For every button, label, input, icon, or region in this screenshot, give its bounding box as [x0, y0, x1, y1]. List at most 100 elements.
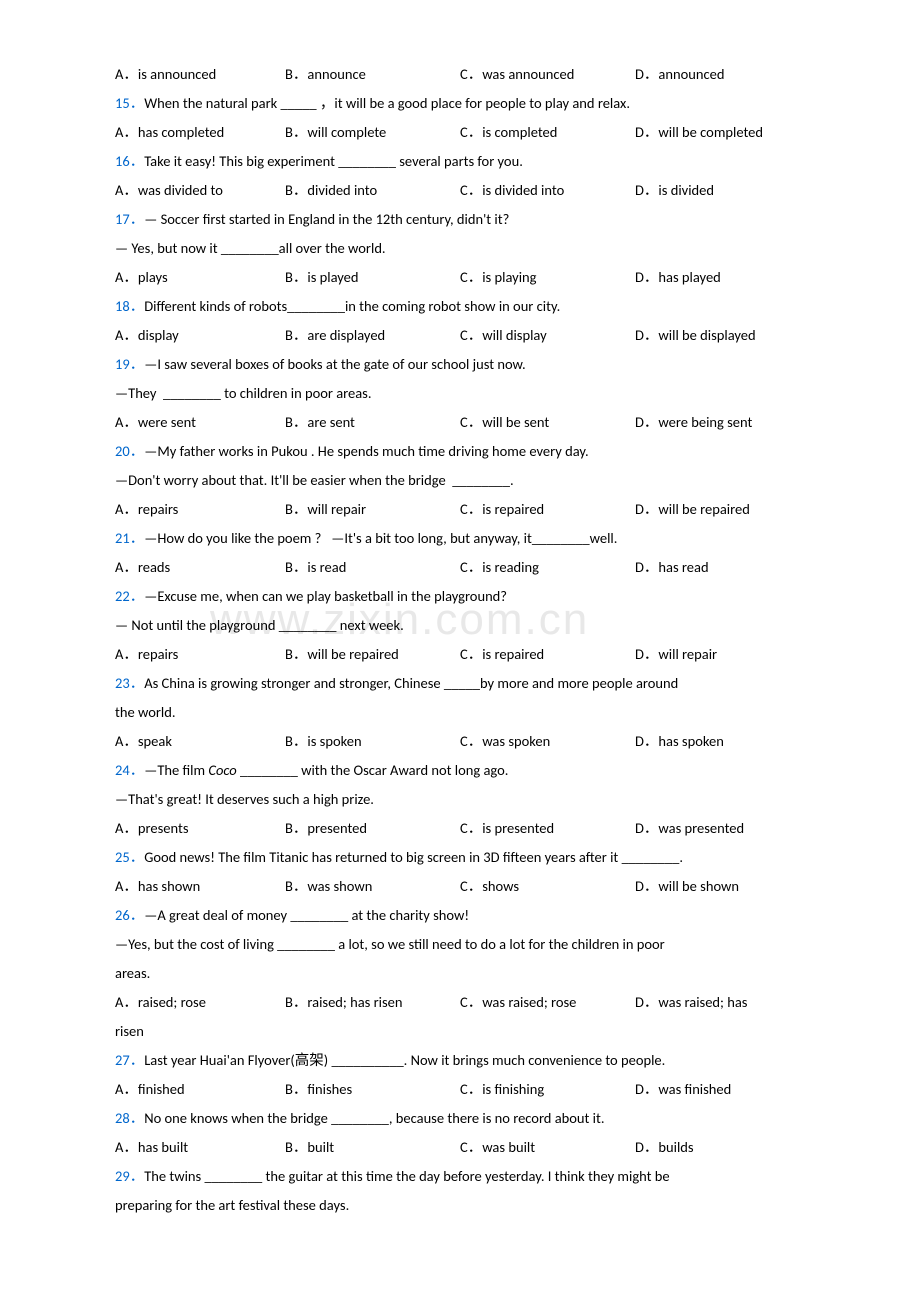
option-d: D．has spoken [635, 727, 724, 756]
options-row: A．finishedB．finishesC．is finishingD．was … [115, 1075, 820, 1104]
options-row: A．raised; roseB．raised; has risenC．was r… [115, 988, 820, 1017]
option-b: B．built [285, 1133, 460, 1162]
option-d: D．will be shown [635, 872, 739, 901]
option-b: B．will repair [285, 495, 460, 524]
option-a: A．presents [115, 814, 285, 843]
option-b: B．presented [285, 814, 460, 843]
option-a: A．repairs [115, 495, 285, 524]
text-line: 17．— Soccer first started in England in … [115, 205, 820, 234]
option-b: B．is spoken [285, 727, 460, 756]
option-a: A．was divided to [115, 176, 285, 205]
text-line: —Don't worry about that. It'll be easier… [115, 466, 820, 495]
text-line: —Yes, but the cost of living ________ a … [115, 930, 820, 959]
option-d: D．were being sent [635, 408, 752, 437]
option-c: C．is reading [460, 553, 635, 582]
text-line: 15．When the natural park _____ ，it will … [115, 89, 820, 118]
text-line: 16．Take it easy! This big experiment ___… [115, 147, 820, 176]
option-a: A．finished [115, 1075, 285, 1104]
option-c: C．is presented [460, 814, 635, 843]
text-line: 18．Different kinds of robots________in t… [115, 292, 820, 321]
option-a: A．has completed [115, 118, 285, 147]
options-row: A．playsB．is playedC．is playingD．has play… [115, 263, 820, 292]
option-d: D．was presented [635, 814, 744, 843]
option-c: C．will be sent [460, 408, 635, 437]
options-row: A．was divided toB．divided intoC．is divid… [115, 176, 820, 205]
text-line: 19．—I saw several boxes of books at the … [115, 350, 820, 379]
option-b: B．will be repaired [285, 640, 460, 669]
text-line: —That's great! It deserves such a high p… [115, 785, 820, 814]
text-line: areas. [115, 959, 820, 988]
option-c: C．is repaired [460, 640, 635, 669]
option-d: D．was finished [635, 1075, 731, 1104]
options-row: A．repairsB．will be repairedC．is repaired… [115, 640, 820, 669]
text-line: 20．—My father works in Pukou . He spends… [115, 437, 820, 466]
text-line: 25．Good news! The film Titanic has retur… [115, 843, 820, 872]
option-a: A．speak [115, 727, 285, 756]
text-line: 29．The twins ________ the guitar at this… [115, 1162, 820, 1191]
option-b: B．is read [285, 553, 460, 582]
option-a: A．has built [115, 1133, 285, 1162]
text-line: 21．—How do you like the poem ? —It's a b… [115, 524, 820, 553]
option-b: B．will complete [285, 118, 460, 147]
option-c: C．was built [460, 1133, 635, 1162]
option-a: A．raised; rose [115, 988, 285, 1017]
option-c: C．is finishing [460, 1075, 635, 1104]
options-row: A．has completedB．will completeC．is compl… [115, 118, 820, 147]
option-c: C．was spoken [460, 727, 635, 756]
option-c: C．shows [460, 872, 635, 901]
option-d: D．was raised; has [635, 988, 747, 1017]
options-row: A．were sentB．are sentC．will be sentD．wer… [115, 408, 820, 437]
document-page: www.zixin.com.cn A．is announcedB．announc… [0, 0, 920, 1280]
option-c: C．is repaired [460, 495, 635, 524]
option-d: D．has read [635, 553, 709, 582]
option-a: A．reads [115, 553, 285, 582]
option-d: D．will repair [635, 640, 717, 669]
option-d: D．will be displayed [635, 321, 756, 350]
option-a: A．were sent [115, 408, 285, 437]
options-row: A．presentsB．presentedC．is presentedD．was… [115, 814, 820, 843]
text-line: —They ________ to children in poor areas… [115, 379, 820, 408]
option-c: C．is divided into [460, 176, 635, 205]
text-line: 23．As China is growing stronger and stro… [115, 669, 820, 698]
option-b: B．divided into [285, 176, 460, 205]
option-a: A．repairs [115, 640, 285, 669]
text-line: preparing for the art festival these day… [115, 1191, 820, 1220]
text-line: risen [115, 1017, 820, 1046]
text-line: 27．Last year Huai'an Flyover(高架) _______… [115, 1046, 820, 1075]
option-d: D．has played [635, 263, 721, 292]
options-row: A．speakB．is spokenC．was spokenD．has spok… [115, 727, 820, 756]
text-line: 24．—The film Coco ________ with the Osca… [115, 756, 820, 785]
text-line: 26．—A great deal of money ________ at th… [115, 901, 820, 930]
content-area: A．is announcedB．announceC．was announcedD… [115, 60, 820, 1220]
options-row: A．readsB．is readC．is readingD．has read [115, 553, 820, 582]
option-c: C．was raised; rose [460, 988, 635, 1017]
text-line: the world. [115, 698, 820, 727]
options-row: A．is announcedB．announceC．was announcedD… [115, 60, 820, 89]
options-row: A．repairsB．will repairC．is repairedD．wil… [115, 495, 820, 524]
option-b: B．are displayed [285, 321, 460, 350]
option-d: D．is divided [635, 176, 714, 205]
option-b: B．was shown [285, 872, 460, 901]
option-a: A．display [115, 321, 285, 350]
option-a: A．has shown [115, 872, 285, 901]
option-b: B．finishes [285, 1075, 460, 1104]
options-row: A．has builtB．builtC．was builtD．builds [115, 1133, 820, 1162]
text-line: — Yes, but now it ________all over the w… [115, 234, 820, 263]
text-line: — Not until the playground ________ next… [115, 611, 820, 640]
option-c: C．is playing [460, 263, 635, 292]
option-a: A．plays [115, 263, 285, 292]
option-d: D．builds [635, 1133, 694, 1162]
option-d: D．will be repaired [635, 495, 750, 524]
option-c: C．is completed [460, 118, 635, 147]
option-d: D．will be completed [635, 118, 763, 147]
option-c: C．was announced [460, 60, 635, 89]
option-b: B．raised; has risen [285, 988, 460, 1017]
text-line: 28．No one knows when the bridge ________… [115, 1104, 820, 1133]
option-b: B．is played [285, 263, 460, 292]
options-row: A．has shownB．was shownC．showsD．will be s… [115, 872, 820, 901]
text-line: 22．—Excuse me, when can we play basketba… [115, 582, 820, 611]
option-d: D．announced [635, 60, 724, 89]
option-a: A．is announced [115, 60, 285, 89]
option-b: B．are sent [285, 408, 460, 437]
option-c: C．will display [460, 321, 635, 350]
